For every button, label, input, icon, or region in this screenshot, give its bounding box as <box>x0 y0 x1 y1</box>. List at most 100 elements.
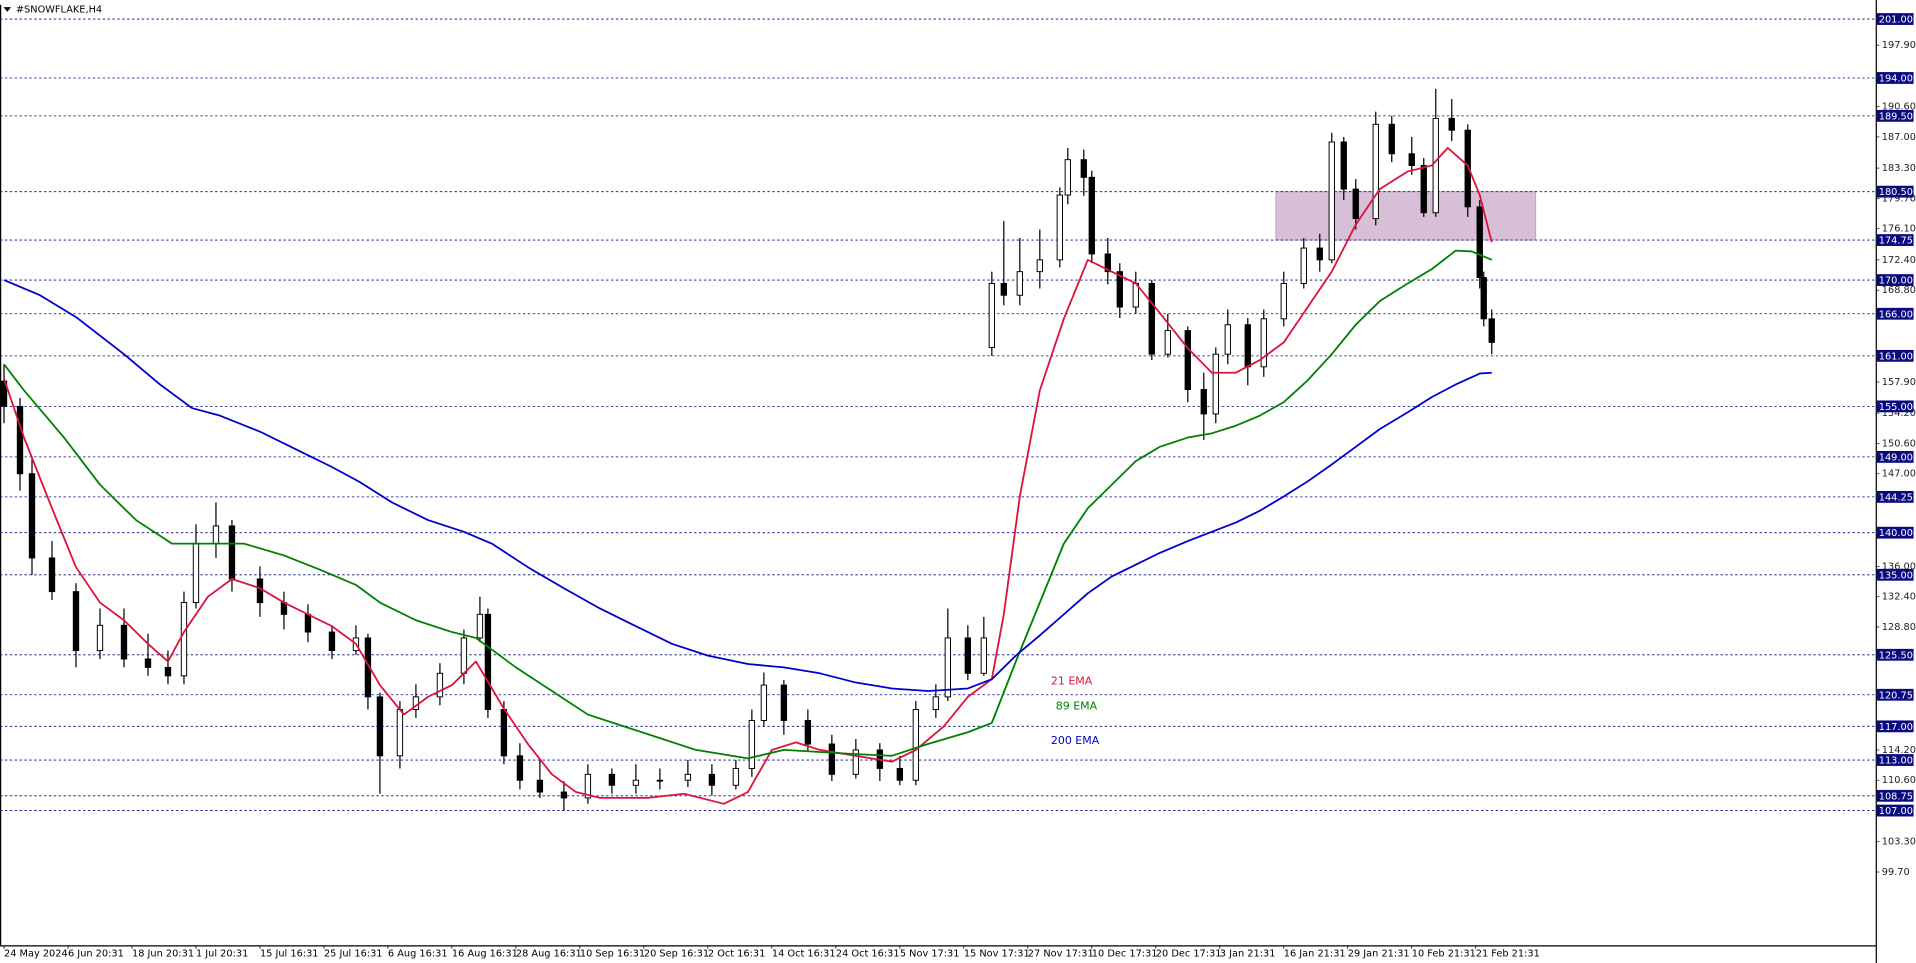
x-tick-label: 28 Aug 16:31 <box>516 949 582 960</box>
level-label: 174.75 <box>1879 236 1913 247</box>
menu-arrow[interactable] <box>3 7 11 12</box>
candle-body <box>1432 117 1439 214</box>
y-tick-label: 157.90 <box>1882 377 1916 388</box>
candle-body <box>1016 271 1024 296</box>
y-tick-label: 172.40 <box>1882 255 1916 266</box>
candles-layer <box>0 88 1495 811</box>
candle-body <box>708 773 716 786</box>
candle-body <box>516 755 524 781</box>
ema-line <box>3 249 1493 760</box>
level-label: 113.00 <box>1879 756 1913 767</box>
level-label-box <box>1876 754 1914 766</box>
candle-body <box>944 637 952 698</box>
y-tick-label: 150.60 <box>1882 439 1916 450</box>
candle-body <box>484 613 492 710</box>
candle-body <box>1464 129 1471 208</box>
level-label-box <box>1876 490 1914 503</box>
chart-title: #SNOWFLAKE,H4 <box>16 5 102 16</box>
candle-body <box>1388 123 1395 155</box>
zone <box>1275 191 1537 241</box>
candle-body <box>144 658 152 668</box>
level-label: 120.75 <box>1879 690 1913 701</box>
y-tick-label: 147.00 <box>1882 469 1916 480</box>
candle-body <box>932 696 940 710</box>
candle-body <box>476 613 484 639</box>
candle-body <box>536 779 544 793</box>
candle-body <box>584 773 592 799</box>
y-tick-label: 132.40 <box>1882 592 1916 603</box>
candle-body <box>1352 188 1359 220</box>
x-tick-label: 27 Nov 17:31 <box>1028 949 1094 960</box>
candle-body <box>120 624 128 660</box>
candle-body <box>1080 159 1087 178</box>
candle-body <box>852 749 860 775</box>
candle-body <box>1448 117 1455 131</box>
level-label-box <box>1876 720 1914 733</box>
level-label: 107.00 <box>1879 806 1913 817</box>
candle-body <box>1300 247 1307 284</box>
candle-body <box>1408 153 1415 167</box>
y-tick-label: 114.20 <box>1882 745 1916 756</box>
level-label-box <box>1876 648 1914 661</box>
candle-body <box>228 525 236 580</box>
level-label: 144.25 <box>1879 493 1913 504</box>
candle-body <box>1420 165 1427 214</box>
level-label-box <box>1876 274 1914 286</box>
level-label: 155.00 <box>1879 402 1913 413</box>
level-label: 149.00 <box>1879 453 1913 464</box>
level-label-box <box>1876 349 1914 362</box>
candle-body <box>1476 206 1483 279</box>
x-tick-label: 24 Oct 16:31 <box>836 949 900 960</box>
x-tick-label: 10 Dec 17:31 <box>1092 949 1158 960</box>
ema-label: 21 EMA <box>1051 675 1093 688</box>
level-label: 201.00 <box>1879 15 1913 26</box>
candle-body <box>192 543 200 604</box>
y-tick-label: 128.80 <box>1882 622 1916 633</box>
candle-body <box>608 773 616 786</box>
zone-layer <box>1275 191 1537 241</box>
candle-body <box>1280 282 1287 320</box>
x-tick-label: 20 Sep 16:31 <box>644 949 709 960</box>
x-tick-label: 10 Feb 21:31 <box>1412 949 1476 960</box>
candle-body <box>1224 324 1231 355</box>
candle-body <box>256 578 264 604</box>
level-label-box <box>1876 526 1914 539</box>
y-tick-label: 136.00 <box>1882 561 1916 572</box>
candle-body <box>376 696 384 757</box>
level-label: 108.75 <box>1879 791 1913 802</box>
y-tick-label: 168.80 <box>1882 285 1916 296</box>
candle-body <box>988 282 996 348</box>
y-tick-label: 176.10 <box>1882 224 1916 235</box>
candle-body <box>1000 282 1008 296</box>
candle-body <box>1104 253 1111 273</box>
candle-body <box>16 405 24 475</box>
candle-body <box>328 631 336 652</box>
candle-body <box>1244 324 1251 368</box>
candle-body <box>760 684 768 721</box>
candle-body <box>164 666 172 677</box>
x-tick-label: 15 Nov 17:31 <box>964 949 1030 960</box>
y-tick-label: 197.90 <box>1882 40 1916 51</box>
x-tick-label: 6 Jun 20:31 <box>68 949 124 960</box>
candle-body <box>1148 282 1155 355</box>
candle-body <box>1480 277 1487 320</box>
level-label-box <box>1876 109 1914 122</box>
x-tick-label: 25 Jul 16:31 <box>324 949 383 960</box>
x-tick-label: 2 Oct 16:31 <box>708 949 765 960</box>
x-tick-label: 16 Aug 16:31 <box>452 949 518 960</box>
x-tick-label: 21 Feb 21:31 <box>1476 949 1540 960</box>
level-label-box <box>1876 13 1914 25</box>
candle-body <box>1212 353 1219 415</box>
level-label: 170.00 <box>1879 276 1913 287</box>
level-label-box <box>1876 307 1914 320</box>
x-tick-label: 29 Jan 21:31 <box>1348 949 1410 960</box>
ema-line <box>3 279 1492 692</box>
y-tick-label: 179.70 <box>1882 193 1916 204</box>
candle-body <box>1184 330 1191 391</box>
candle-body <box>72 591 80 652</box>
candle-body <box>180 602 188 677</box>
candle-body <box>96 624 104 652</box>
candle-body <box>1372 123 1379 220</box>
